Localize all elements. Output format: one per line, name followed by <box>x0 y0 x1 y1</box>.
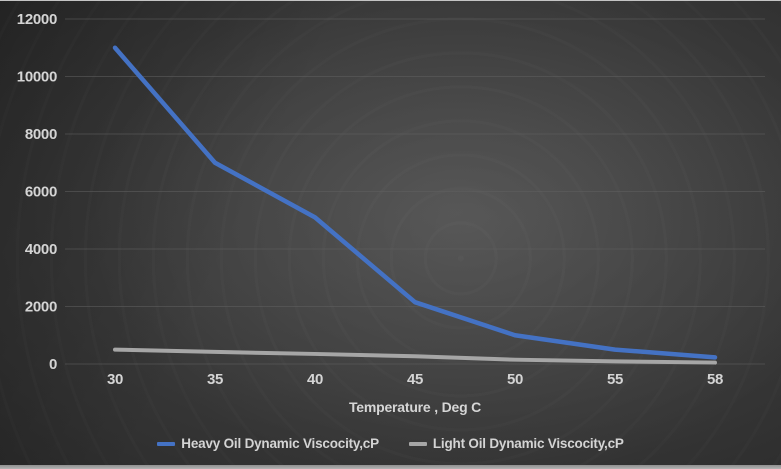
x-axis-title: Temperature , Deg C <box>348 399 482 415</box>
legend-item-heavy-oil: Heavy Oil Dynamic Viscocity,cP <box>157 436 379 451</box>
x-axis-tick-label: 35 <box>207 371 223 388</box>
series-line-heavy-oil <box>112 45 718 360</box>
y-axis-tick-label: 8000 <box>25 126 57 143</box>
legend-label-heavy-oil: Heavy Oil Dynamic Viscocity,cP <box>181 436 379 451</box>
y-axis-tick-label: 0 <box>49 356 57 373</box>
y-axis-tick-label: 6000 <box>25 184 57 201</box>
legend: Heavy Oil Dynamic Viscocity,cP Light Oil… <box>0 436 781 451</box>
y-axis-tick-label: 12000 <box>17 11 57 28</box>
y-axis-tick-label: 4000 <box>25 241 57 258</box>
y-axis-tick-label: 10000 <box>17 69 57 86</box>
series-line-light-oil <box>113 347 717 365</box>
y-axis-tick-label: 2000 <box>25 299 57 316</box>
legend-item-light-oil: Light Oil Dynamic Viscocity,cP <box>408 436 624 451</box>
x-axis-tick-label: 30 <box>107 371 123 388</box>
x-axis-tick-label: 55 <box>607 371 623 388</box>
bottom-edge-band <box>0 465 781 469</box>
legend-marker-heavy-oil-icon <box>157 441 176 446</box>
legend-marker-light-oil-icon <box>408 441 427 446</box>
x-axis-tick-label: 50 <box>507 371 523 388</box>
legend-label-light-oil: Light Oil Dynamic Viscocity,cP <box>432 436 624 451</box>
x-axis-tick-label: 45 <box>407 371 423 388</box>
x-axis-tick-label: 58 <box>707 371 723 388</box>
x-axis-tick-label: 40 <box>307 371 323 388</box>
